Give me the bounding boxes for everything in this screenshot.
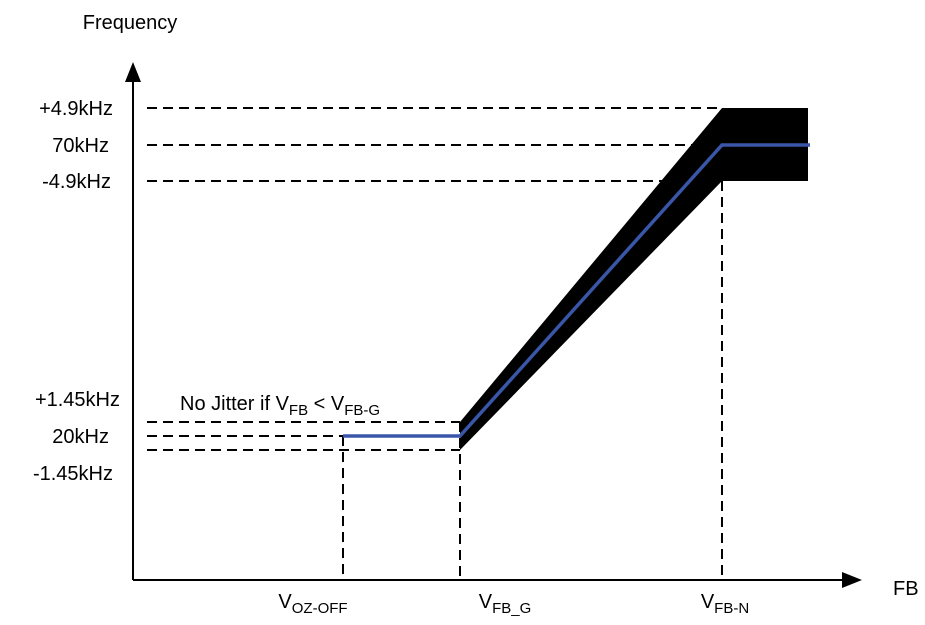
x-label: VFB_G <box>479 591 532 617</box>
y-label: +4.9kHz <box>39 98 113 120</box>
y-axis-label: Frequency <box>83 12 178 34</box>
x-axis-label: FB <box>893 578 919 600</box>
y-label: -4.9kHz <box>42 171 111 193</box>
y-label: +1.45kHz <box>35 389 120 411</box>
annotation: No Jitter if VFB < VFB-G <box>180 393 380 419</box>
y-label: 70kHz <box>52 135 109 157</box>
jitter-band <box>460 108 808 450</box>
y-label: 20kHz <box>52 426 109 448</box>
y-axis-arrow <box>125 62 141 82</box>
frequency-curve <box>343 143 810 438</box>
x-label: VFB-N <box>701 591 749 617</box>
x-axis-arrow <box>842 572 862 588</box>
y-label: -1.45kHz <box>33 463 113 485</box>
x-label: VOZ-OFF <box>278 591 347 617</box>
